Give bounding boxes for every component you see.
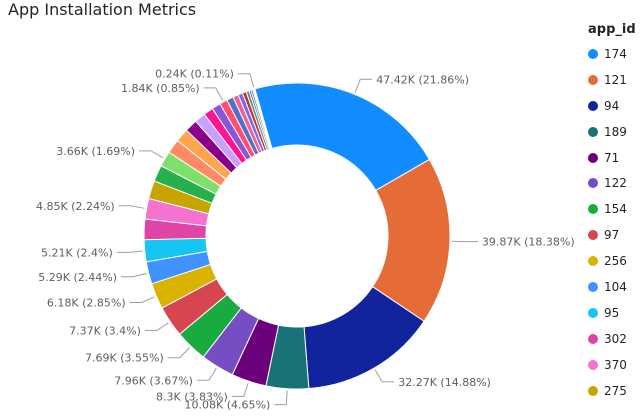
- data-label: 7.69K (3.55%): [85, 352, 164, 365]
- leader-line: [274, 390, 288, 406]
- legend-item-121[interactable]: 121: [588, 67, 643, 93]
- leader-line: [116, 250, 143, 253]
- leader-line: [231, 382, 249, 397]
- leader-line: [203, 87, 223, 101]
- data-label: 4.85K (2.24%): [36, 200, 115, 213]
- legend-label: 97: [604, 228, 620, 243]
- legend-label: 275: [604, 383, 627, 398]
- data-label: 6.18K (2.85%): [47, 296, 126, 309]
- legend-label: 154: [604, 202, 627, 217]
- legend-swatch: [588, 256, 598, 267]
- legend-item-275[interactable]: 275: [588, 378, 643, 404]
- legend-swatch: [588, 204, 598, 215]
- legend-swatch: [588, 100, 598, 111]
- legend-swatch: [588, 307, 598, 318]
- legend-item-122[interactable]: 122: [588, 170, 643, 196]
- data-label: 3.66K (1.69%): [56, 145, 135, 158]
- leader-line: [118, 205, 145, 209]
- data-label: 7.96K (3.67%): [114, 374, 193, 387]
- donut-chart: 47.42K (21.86%) 39.87K (18.38%) 32.27K (14…: [36, 68, 575, 412]
- legend-item-154[interactable]: 154: [588, 196, 643, 222]
- legend-swatch: [588, 333, 598, 344]
- legend-label: 121: [604, 72, 627, 87]
- leader-line: [167, 347, 190, 359]
- legend-swatch: [588, 126, 598, 137]
- data-label: 7.37K (3.4%): [69, 325, 141, 338]
- leader-line: [354, 78, 373, 93]
- legend-item-256[interactable]: 256: [588, 248, 643, 274]
- data-label: 47.42K (21.86%): [376, 73, 469, 86]
- data-label: 5.29K (2.44%): [38, 271, 117, 284]
- data-label: 1.84K (0.85%): [121, 82, 200, 95]
- legend-label: 302: [604, 331, 627, 346]
- slice-segment-31[interactable]: [253, 88, 273, 150]
- legend-label: 95: [604, 305, 620, 320]
- legend-title: app_id: [588, 22, 636, 37]
- legend-label: 122: [604, 176, 627, 191]
- chart-title: App Installation Metrics: [8, 0, 197, 19]
- legend-item-104[interactable]: 104: [588, 274, 643, 300]
- legend-item-370[interactable]: 370: [588, 352, 643, 378]
- legend-swatch: [588, 385, 598, 396]
- leader-line: [374, 369, 395, 383]
- legend-item-97[interactable]: 97: [588, 222, 643, 248]
- legend-label: 104: [604, 279, 627, 294]
- legend-swatch: [588, 359, 598, 370]
- legend-label: 189: [604, 124, 627, 139]
- legend: app_id 174 121 94 189 71 122 154 97 256 104 95 302 3…: [588, 22, 643, 403]
- legend-item-302[interactable]: 302: [588, 326, 643, 352]
- legend-item-71[interactable]: 71: [588, 145, 643, 171]
- legend-item-174[interactable]: 174: [588, 41, 643, 67]
- legend-label: 370: [604, 357, 627, 372]
- data-label: 32.27K (14.88%): [398, 376, 491, 389]
- leader-line: [237, 73, 255, 88]
- legend-item-95[interactable]: 95: [588, 300, 643, 326]
- legend-swatch: [588, 178, 598, 189]
- leader-line: [129, 296, 155, 303]
- legend-swatch: [588, 74, 598, 85]
- leader-line: [144, 322, 169, 332]
- leader-line: [139, 150, 164, 159]
- data-label: 5.21K (2.4%): [41, 246, 113, 259]
- leader-line: [120, 272, 147, 278]
- legend-swatch: [588, 230, 598, 241]
- legend-swatch: [588, 281, 598, 292]
- leader-line: [196, 368, 217, 381]
- legend-label: 174: [604, 46, 627, 61]
- data-label: 39.87K (18.38%): [482, 236, 575, 249]
- data-label: 8.3K (3.83%): [156, 390, 228, 403]
- data-label: 10.08K (4.65%): [185, 399, 271, 412]
- legend-label: 71: [604, 150, 620, 165]
- legend-swatch: [588, 152, 598, 163]
- legend-swatch: [588, 48, 598, 59]
- data-label: 0.24K (0.11%): [155, 68, 234, 81]
- legend-item-94[interactable]: 94: [588, 93, 643, 119]
- legend-item-189[interactable]: 189: [588, 119, 643, 145]
- legend-label: 256: [604, 254, 627, 269]
- legend-label: 94: [604, 98, 620, 113]
